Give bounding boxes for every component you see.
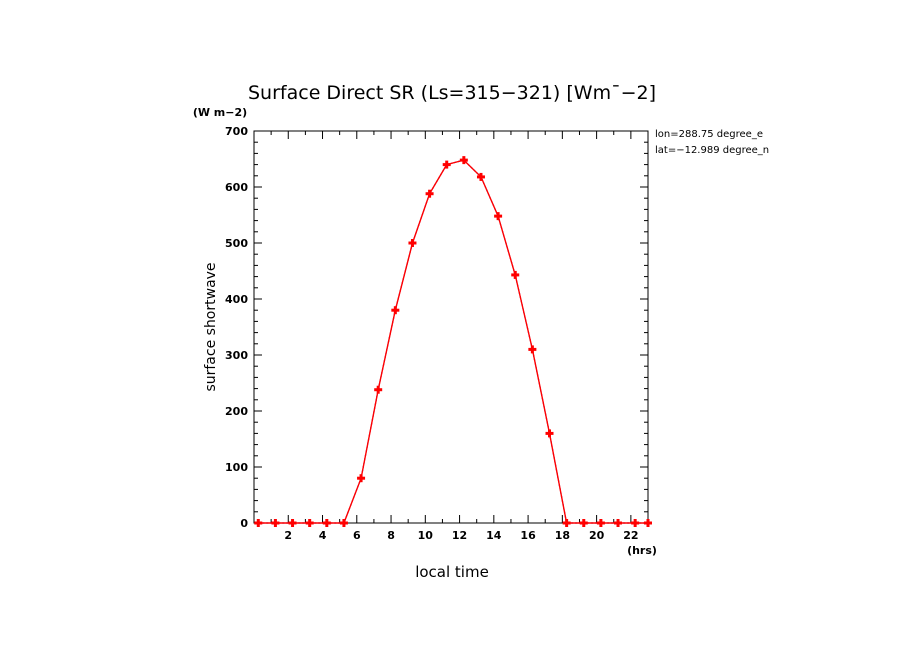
data-point bbox=[614, 519, 623, 527]
series-line bbox=[258, 159, 648, 524]
x-tick-label: 10 bbox=[418, 529, 434, 542]
x-tick-label: 18 bbox=[555, 529, 570, 542]
data-point bbox=[476, 172, 485, 181]
y-units-label: (W m−2) bbox=[193, 106, 247, 119]
series-underlay-line bbox=[258, 159, 648, 524]
x-tick-label: 6 bbox=[353, 529, 361, 542]
x-axis-label: local time bbox=[415, 563, 489, 581]
data-point bbox=[579, 519, 588, 527]
y-tick-label: 400 bbox=[225, 293, 248, 306]
axes-layer: 2 4 6 8 10 12 14 16 18 20 22 0 100 200 300 400 500 600 700 bbox=[225, 125, 649, 542]
y-tick-label: 0 bbox=[240, 517, 248, 530]
annotation-lon: lon=288.75 degree_e bbox=[655, 129, 763, 140]
data-point bbox=[631, 519, 640, 527]
data-point bbox=[391, 306, 400, 315]
data-layer bbox=[254, 156, 652, 527]
y-tick-label: 100 bbox=[225, 461, 248, 474]
data-point bbox=[288, 519, 297, 527]
data-point bbox=[254, 519, 263, 527]
data-point bbox=[545, 429, 554, 438]
x-tick-label: 12 bbox=[452, 529, 467, 542]
data-point bbox=[644, 519, 652, 527]
y-tick-label: 700 bbox=[225, 125, 248, 138]
chart-title: Surface Direct SR (Ls=315−321) [Wm¯−2] bbox=[248, 82, 656, 104]
annotation-lat: lat=−12.989 degree_n bbox=[655, 145, 769, 156]
data-point bbox=[596, 519, 605, 527]
data-point bbox=[305, 519, 314, 527]
y-tick-label: 600 bbox=[225, 181, 248, 194]
data-point bbox=[339, 519, 348, 527]
data-point bbox=[408, 239, 417, 247]
data-point bbox=[425, 189, 434, 198]
x-tick-label: 2 bbox=[284, 529, 292, 542]
data-point bbox=[459, 156, 468, 165]
y-axis-label: surface shortwave bbox=[203, 262, 219, 391]
y-tick-label: 200 bbox=[225, 405, 248, 418]
data-point bbox=[374, 385, 383, 394]
data-point bbox=[562, 519, 571, 527]
data-point bbox=[494, 212, 503, 221]
x-tick-label: 14 bbox=[486, 529, 502, 542]
data-point bbox=[528, 345, 537, 354]
plot-frame bbox=[253, 130, 649, 524]
data-point bbox=[357, 474, 366, 483]
y-tick-label: 300 bbox=[225, 349, 248, 362]
x-units-label: (hrs) bbox=[627, 544, 657, 557]
data-point bbox=[442, 160, 451, 169]
x-tick-label: 4 bbox=[319, 529, 327, 542]
data-point bbox=[322, 519, 331, 527]
x-tick-label: 22 bbox=[623, 529, 638, 542]
y-tick-label: 500 bbox=[225, 237, 248, 250]
data-point bbox=[511, 270, 520, 279]
data-point bbox=[271, 519, 280, 527]
x-tick-label: 16 bbox=[520, 529, 536, 542]
x-tick-label: 8 bbox=[387, 529, 395, 542]
x-tick-label: 20 bbox=[589, 529, 605, 542]
